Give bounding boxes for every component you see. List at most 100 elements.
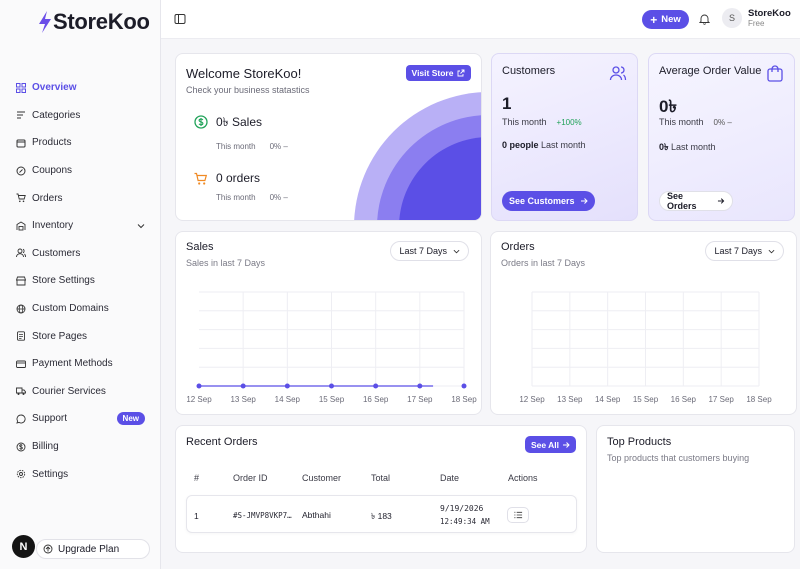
orders-chart-title: Orders: [501, 241, 535, 253]
sidebar-item-support[interactable]: Support New: [8, 405, 153, 433]
new-button[interactable]: + New: [642, 10, 689, 29]
x-tick-label: 13 Sep: [557, 395, 583, 404]
brand-logo[interactable]: StoreKoo: [36, 9, 150, 35]
sidebar-item-courier-services[interactable]: Courier Services: [8, 378, 153, 406]
sidebar-toggle-icon[interactable]: [174, 13, 186, 25]
sidebar-item-label: Courier Services: [32, 385, 106, 397]
sidebar-item-products[interactable]: Products: [8, 129, 153, 157]
sidebar-item-label: Store Settings: [32, 275, 95, 287]
sidebar-item-billing[interactable]: Billing: [8, 433, 153, 461]
x-tick-label: 14 Sep: [595, 395, 621, 404]
plus-icon: +: [650, 12, 658, 27]
visit-store-button[interactable]: Visit Store: [406, 65, 471, 81]
orders-stat: 0 orders This month 0% –: [194, 171, 288, 202]
shopping-cart-icon: [16, 193, 26, 203]
order-customer: Abthahi: [302, 510, 331, 520]
chevron-down-icon: [768, 249, 775, 253]
sidebar-item-categories[interactable]: Categories: [8, 102, 153, 130]
user-plan: Free: [748, 19, 765, 28]
column-header-total: Total: [371, 473, 391, 483]
x-tick-label: 15 Sep: [319, 395, 345, 404]
sidebar-item-settings[interactable]: Settings: [8, 460, 153, 488]
sales-line-chart: 12 Sep 13 Sep 14 Sep 15 Sep 16 Sep 17 Sep 18 S…: [186, 291, 477, 404]
see-orders-button[interactable]: See Orders: [659, 191, 733, 211]
sales-range-select[interactable]: Last 7 Days: [390, 241, 469, 261]
top-header: + New S StoreKoo Free: [161, 0, 800, 39]
x-tick-label: 14 Sep: [275, 395, 301, 404]
welcome-card: Welcome StoreKoo! Check your business st…: [175, 53, 482, 221]
user-name: StoreKoo: [748, 8, 791, 19]
sidebar-item-label: Overview: [32, 82, 77, 94]
dollar-circle-icon: [194, 115, 208, 129]
see-all-label: See All: [530, 439, 560, 450]
data-point: [417, 383, 423, 389]
top-products-title: Top Products: [607, 436, 672, 448]
aov-last-month: 0৳ Last month: [659, 140, 716, 155]
aov-title: Average Order Value: [659, 65, 762, 77]
sidebar-item-coupons[interactable]: Coupons: [8, 157, 153, 185]
sidebar-item-custom-domains[interactable]: Custom Domains: [8, 295, 153, 323]
order-time: 12:49:34 AM: [440, 517, 490, 526]
sidebar: StoreKoo Overview Categories Products Co…: [0, 0, 161, 569]
see-customers-label: See Customers: [509, 196, 575, 206]
sidebar-item-label: Store Pages: [32, 330, 88, 342]
sales-chart-card: Sales Sales in last 7 Days Last 7 Days 1…: [175, 231, 482, 415]
recent-orders-title: Recent Orders: [186, 436, 258, 448]
upgrade-plan-button[interactable]: Upgrade Plan: [36, 539, 150, 559]
x-tick-label: 17 Sep: [407, 395, 433, 404]
orders-range-select[interactable]: Last 7 Days: [705, 241, 784, 261]
recent-orders-card: Recent Orders See All # Order ID Custome…: [175, 425, 587, 553]
sales-range-label: Last 7 Days: [399, 246, 447, 256]
aov-period: This month: [659, 117, 704, 127]
data-point: [196, 383, 202, 389]
orders-line-chart: 12 Sep 13 Sep 14 Sep 15 Sep 16 Sep 17 Sep 18 S…: [519, 291, 772, 404]
sidebar-item-label: Billing: [32, 441, 59, 453]
sidebar-item-store-settings[interactable]: Store Settings: [8, 267, 153, 295]
sidebar-item-label: Settings: [32, 468, 69, 480]
aov-last-label: Last month: [671, 142, 716, 152]
sidebar-item-label: Customers: [32, 247, 81, 259]
customers-change: +100%: [556, 118, 582, 127]
sidebar-item-orders[interactable]: Orders: [8, 184, 153, 212]
package-icon: [16, 138, 26, 148]
order-date: 9/19/2026: [440, 504, 484, 513]
store-icon: [16, 276, 26, 286]
sidebar-item-payment-methods[interactable]: Payment Methods: [8, 350, 153, 378]
users-icon: [609, 66, 627, 81]
welcome-subtitle: Check your business statastics: [186, 85, 310, 95]
sales-value: 0৳ Sales: [216, 115, 263, 129]
customers-last-label: Last month: [541, 140, 586, 150]
bell-icon[interactable]: [699, 13, 710, 25]
data-point: [284, 383, 290, 389]
arrow-right-icon: [563, 441, 570, 448]
orders-period: This month: [216, 193, 256, 202]
customers-period: This month: [502, 117, 547, 127]
sidebar-item-inventory[interactable]: Inventory: [8, 212, 153, 240]
table-row[interactable]: 1 #S-JMVP8VKP7… Abthahi ৳ 183 9/19/2026 …: [186, 495, 577, 533]
column-header-date: Date: [440, 473, 460, 483]
customers-title: Customers: [502, 65, 556, 77]
user-avatar-n[interactable]: N: [12, 535, 35, 558]
chevron-down-icon[interactable]: [137, 222, 145, 230]
arrow-right-icon: [718, 198, 725, 204]
x-tick-label: 18 Sep: [746, 395, 772, 404]
arrow-right-icon: [580, 198, 588, 204]
order-id[interactable]: #S-JMVP8VKP7…: [233, 511, 292, 520]
orders-change: 0% –: [269, 193, 288, 202]
user-menu[interactable]: S StoreKoo Free: [722, 8, 800, 28]
shopping-bag-icon: [767, 65, 783, 82]
sidebar-item-customers[interactable]: Customers: [8, 240, 153, 268]
order-actions-button[interactable]: [507, 507, 529, 523]
see-customers-button[interactable]: See Customers: [502, 191, 595, 211]
orders-chart-subtitle: Orders in last 7 Days: [501, 258, 586, 268]
visit-store-label: Visit Store: [411, 68, 454, 78]
sidebar-item-store-pages[interactable]: Store Pages: [8, 322, 153, 350]
see-all-button[interactable]: See All: [525, 436, 576, 453]
sidebar-item-overview[interactable]: Overview: [8, 74, 153, 102]
layout-grid-icon: [16, 82, 26, 93]
file-text-icon: [16, 331, 26, 341]
new-badge: New: [116, 412, 145, 426]
customers-last-month: 0 people Last month: [502, 140, 586, 150]
customers-last-value: 0 people: [502, 140, 539, 150]
customers-value: 1: [502, 94, 512, 113]
